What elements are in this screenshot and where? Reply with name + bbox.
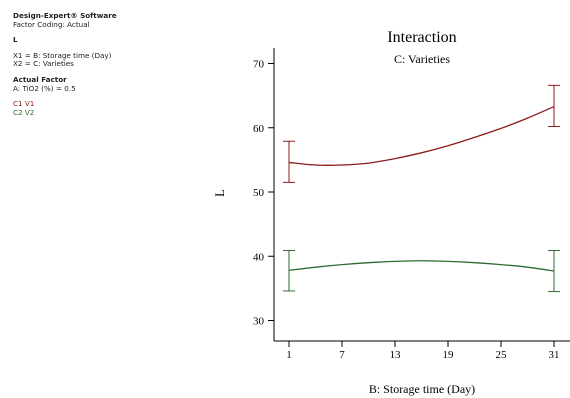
series-line-2: [288, 260, 555, 272]
x-tick-label-31: 31: [549, 349, 560, 361]
y-tick-label-60: 60: [253, 123, 265, 135]
x-tick-label-1: 1: [286, 349, 292, 361]
x-axis-label: B: Storage time (Day): [369, 382, 475, 396]
y-tick-label-30: 30: [253, 316, 265, 328]
legend-entry-c2: C2 V2: [13, 107, 35, 117]
actual-factor-value: A: TiO2 (%) = 0.5: [13, 83, 76, 93]
x-tick-label-13: 13: [390, 349, 402, 361]
y-axis-label: L: [212, 189, 227, 197]
x-tick-label-25: 25: [496, 349, 508, 361]
x-tick-label-19: 19: [443, 349, 455, 361]
series-line-1: [288, 105, 555, 166]
factor-coding: Factor Coding: Actual: [13, 19, 90, 29]
response-name: L: [13, 35, 18, 45]
chart-title: Interaction: [387, 29, 456, 46]
software-name: Design-Expert® Software: [13, 11, 117, 20]
info-panel: Design-Expert® Software Factor Coding: A…: [13, 11, 193, 117]
y-tick-label-70: 70: [253, 59, 265, 71]
legend-entry-c1: C1 V1: [13, 99, 35, 109]
y-tick-label-40: 40: [253, 251, 265, 263]
x-tick-label-7: 7: [339, 349, 345, 361]
actual-factor-header: Actual Factor: [13, 74, 67, 84]
x2-definition: X2 = C: Varieties: [13, 59, 74, 69]
x1-definition: X1 = B: Storage time (Day): [13, 50, 112, 60]
y-tick-label-50: 50: [253, 187, 265, 199]
chart-subtitle: C: Varieties: [394, 52, 450, 66]
